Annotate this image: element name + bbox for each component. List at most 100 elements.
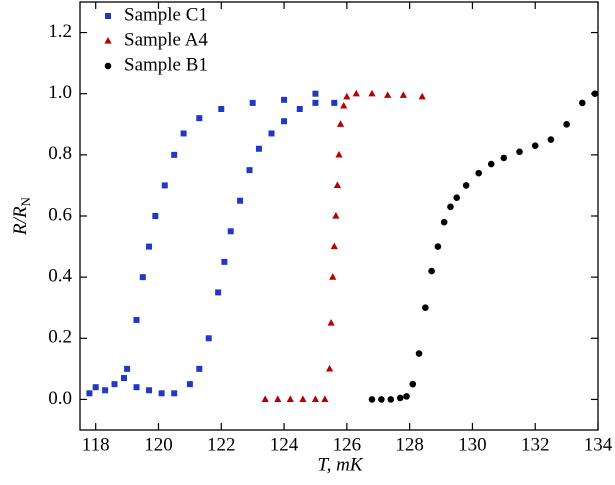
y-label-sub: N [18, 196, 33, 206]
data-point [311, 395, 320, 403]
data-point [368, 396, 376, 403]
data-point [249, 99, 256, 106]
data-point [196, 115, 203, 122]
data-point [221, 258, 228, 265]
x-tick-label: 120 [144, 434, 173, 455]
x-tick-label: 126 [333, 434, 362, 455]
data-point [329, 273, 337, 280]
data-point [428, 267, 435, 275]
data-point [462, 182, 470, 189]
data-point [146, 387, 153, 394]
data-point [321, 395, 329, 403]
data-point [186, 381, 193, 388]
data-point [255, 145, 262, 152]
y-tick-label: 0.6 [48, 204, 72, 225]
data-point [440, 218, 448, 226]
data-point [312, 99, 319, 106]
data-point [296, 106, 303, 112]
data-point [171, 151, 178, 158]
data-point [161, 182, 168, 189]
y-tick-label: 0.2 [48, 327, 72, 348]
data-point [434, 243, 442, 250]
legend-label: Sample B1 [124, 54, 208, 75]
data-point [92, 384, 99, 391]
data-point [133, 384, 140, 391]
data-point [418, 92, 426, 100]
data-point [547, 136, 555, 143]
data-point [268, 130, 275, 137]
data-point [368, 89, 376, 97]
data-point [335, 150, 343, 158]
x-axis-label: T, mK [317, 454, 363, 475]
data-point [237, 197, 244, 204]
data-point [340, 101, 348, 109]
data-point [102, 387, 109, 394]
x-tick-label: 132 [521, 434, 550, 455]
data-point [111, 381, 118, 388]
legend-marker [105, 13, 111, 19]
data-point [312, 90, 319, 97]
data-point [196, 365, 203, 372]
y-tick-label: 0.4 [48, 266, 72, 287]
x-tick-label: 124 [270, 434, 299, 455]
data-point [563, 120, 570, 128]
data-point [327, 319, 335, 326]
data-point [387, 396, 395, 403]
x-tick-label: 130 [458, 434, 487, 455]
data-point [384, 91, 392, 98]
data-point [124, 365, 131, 372]
data-point [579, 99, 586, 107]
data-point [246, 167, 253, 174]
data-point [331, 99, 338, 106]
data-point [205, 335, 212, 342]
data-point [531, 142, 539, 149]
data-point [378, 396, 385, 403]
y-axis-label: R/RN [10, 196, 33, 236]
data-point [133, 316, 140, 323]
data-point [343, 92, 351, 100]
y-tick-label: 0.8 [48, 143, 72, 164]
data-point [403, 393, 410, 400]
data-point [516, 148, 523, 156]
y-tick-label: 1.2 [48, 21, 72, 42]
data-point [333, 181, 342, 189]
data-point [158, 390, 165, 397]
data-point [218, 106, 225, 112]
data-point [274, 395, 282, 403]
data-point [591, 90, 599, 98]
x-tick-label: 128 [395, 434, 424, 455]
data-point [261, 395, 269, 403]
data-point [86, 390, 93, 397]
data-point [500, 154, 508, 162]
data-point [396, 394, 404, 402]
data-point [215, 289, 222, 296]
data-point [180, 130, 187, 137]
data-point [146, 243, 153, 250]
data-point [325, 364, 334, 372]
y-tick-label: 1.0 [48, 82, 72, 103]
data-point [422, 304, 429, 312]
x-tick-label: 118 [82, 434, 110, 455]
x-tick-label: 122 [207, 434, 236, 455]
legend-label: Sample A4 [124, 29, 208, 50]
y-tick-label: 0.0 [48, 388, 72, 409]
data-point [399, 91, 407, 98]
y-label-main: R/R [10, 206, 31, 236]
data-point [281, 118, 288, 125]
data-point [227, 228, 234, 235]
data-point [139, 274, 146, 281]
legend-marker [104, 62, 112, 70]
data-point [330, 242, 338, 250]
data-point [447, 203, 454, 211]
data-point [281, 96, 288, 103]
data-point [332, 212, 340, 219]
data-point [352, 89, 360, 97]
data-point [409, 380, 417, 388]
legend-marker [104, 37, 112, 44]
x-tick-label: 134 [584, 434, 613, 455]
data-point [286, 395, 294, 403]
data-point [171, 390, 178, 397]
data-point [453, 194, 461, 201]
data-point [299, 395, 307, 403]
